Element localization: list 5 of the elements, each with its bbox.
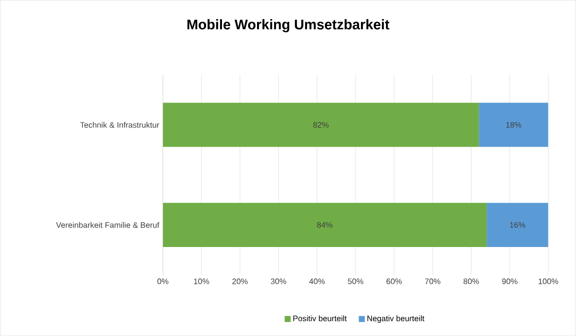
bar — [486, 203, 548, 248]
chart-title: Mobile Working Umsetzbarkeit — [187, 19, 390, 32]
bar — [478, 102, 548, 147]
bar — [162, 102, 479, 147]
bar — [162, 203, 487, 248]
